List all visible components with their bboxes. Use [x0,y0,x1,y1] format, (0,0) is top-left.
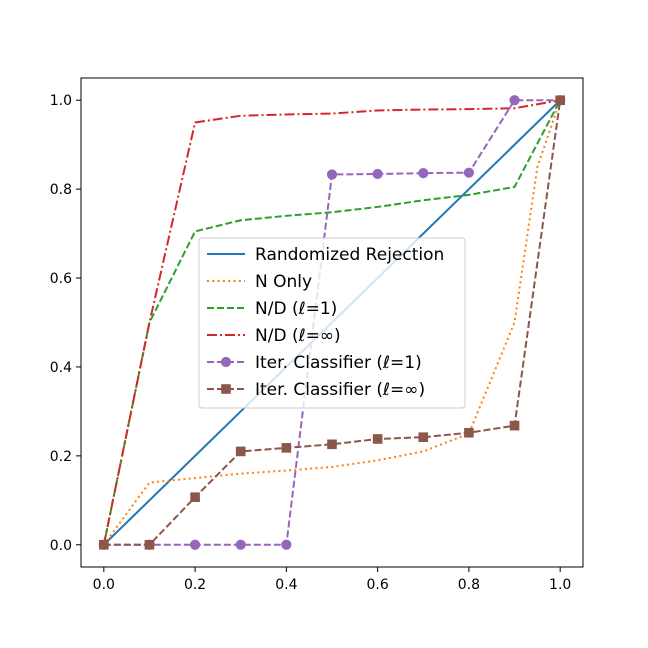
data-point [418,168,429,179]
legend-label: Iter. Classifier (ℓ=1) [255,353,422,373]
data-point [235,446,246,457]
legend-item: N/D (ℓ=1) [207,299,337,319]
y-tick-label: 1.0 [50,93,72,109]
series-line [102,99,562,545]
data-point [235,539,246,550]
data-point [509,95,520,106]
data-point [327,439,337,450]
x-tick-label: 0.2 [184,577,206,593]
data-point [555,95,565,106]
y-tick-label: 0.0 [50,538,72,554]
legend-item: Randomized Rejection [207,245,444,265]
data-point [509,420,520,431]
x-tick-label: 1.0 [549,577,571,593]
y-tick-label: 0.2 [50,449,72,465]
x-tick-label: 0.6 [367,577,389,593]
data-point [189,539,201,550]
series-3 [102,99,561,545]
data-point [144,539,155,550]
y-tick-label: 0.4 [50,360,72,376]
legend-box [198,237,466,409]
data-point [372,434,383,444]
legend: Randomized Rejection N Only N/D (ℓ=1) N/D (… [198,237,466,409]
data-point [99,539,109,550]
y-tick-label: 0.6 [50,271,72,287]
data-point [463,167,475,178]
series-5 [99,95,565,550]
x-tick-label: 0.4 [275,577,297,593]
data-point [464,427,474,438]
legend-marker [220,356,232,368]
axes-frame [80,77,584,568]
x-tick-label: 0.8 [458,577,480,593]
x-tick-label: 0.0 [93,577,115,593]
series-line [103,100,562,546]
axis-ticks: 0.0 0.2 0.4 0.6 0.8 1.0 0.0 0.2 0.4 0.6 0.8 1.0 [50,93,572,593]
legend-label: N/D (ℓ=1) [255,299,337,319]
data-point [418,432,429,442]
data-point [281,539,292,550]
legend-label: Iter. Classifier (ℓ=∞) [255,380,425,400]
data-point [281,443,292,453]
legend-marker [221,384,231,394]
legend-item: Iter. Classifier (ℓ=1) [207,353,422,373]
y-tick-label: 0.8 [50,182,72,198]
data-point [326,169,338,180]
data-point [372,168,383,180]
legend-label: Randomized Rejection [255,245,444,265]
series-2 [102,99,562,545]
legend-item: Iter. Classifier (ℓ=∞) [207,380,425,400]
legend-item: N/D (ℓ=∞) [207,326,341,346]
legend-label: N/D (ℓ=∞) [255,326,341,346]
series-layer [98,95,566,550]
data-point [190,492,200,503]
legend-item: N Only [207,272,312,292]
series-line [102,99,561,545]
legend-label: N Only [255,272,312,292]
